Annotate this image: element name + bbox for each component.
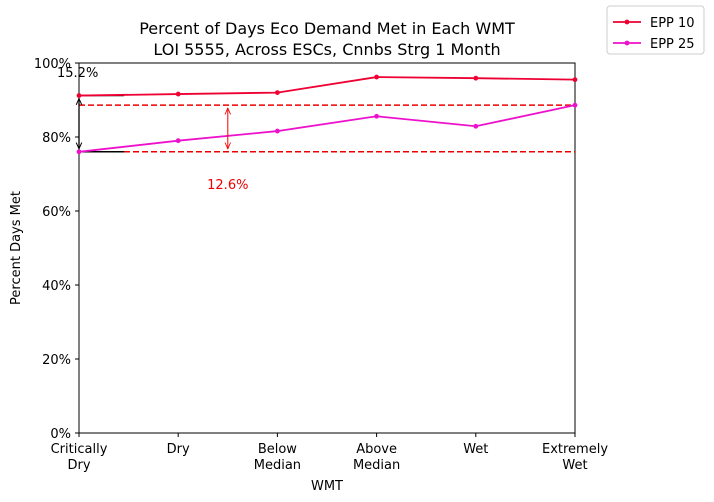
x-tick-label: Below Median bbox=[254, 442, 301, 473]
data-point bbox=[76, 149, 82, 155]
y-axis-label: Percent Days Met bbox=[9, 191, 24, 305]
y-tick-label: 20% bbox=[42, 353, 71, 368]
x-tick-label: Wet bbox=[463, 442, 488, 457]
x-tick-label: Extremely Wet bbox=[542, 442, 608, 473]
annotation-label-red: 12.6% bbox=[207, 178, 248, 193]
data-point bbox=[572, 77, 578, 83]
plot-area: 0% 20% 40% 60% 80% 100% Critically Dry Dry Below M… bbox=[34, 57, 608, 473]
data-point bbox=[473, 75, 479, 81]
y-tick-label: 100% bbox=[34, 57, 71, 72]
x-tick-label: Above Median bbox=[353, 442, 400, 473]
chart-title: Percent of Days Eco Demand Met in Each W… bbox=[139, 19, 515, 38]
legend-label: EPP 10 bbox=[650, 16, 695, 31]
legend-marker bbox=[624, 19, 630, 25]
y-tick-label: 0% bbox=[50, 427, 71, 442]
chart-subtitle: LOI 5555, Across ESCs, Cnnbs Strg 1 Mont… bbox=[153, 40, 500, 59]
legend-box bbox=[606, 5, 705, 55]
plot-frame bbox=[78, 62, 576, 434]
data-point bbox=[175, 138, 181, 144]
data-point bbox=[572, 102, 578, 108]
y-tick-label: 80% bbox=[42, 131, 71, 146]
x-axis-label: WMT bbox=[311, 479, 343, 494]
x-tick-label: Critically Dry bbox=[51, 442, 108, 473]
legend: EPP 10 EPP 25 bbox=[606, 5, 705, 55]
legend-marker bbox=[624, 40, 630, 46]
y-tick-label: 60% bbox=[42, 205, 71, 220]
data-point bbox=[275, 90, 280, 95]
data-point bbox=[175, 91, 181, 97]
legend-label: EPP 25 bbox=[650, 37, 695, 52]
data-point bbox=[76, 93, 82, 98]
series-line-1 bbox=[78, 76, 576, 97]
data-point bbox=[473, 123, 479, 129]
data-point bbox=[374, 113, 379, 119]
data-point bbox=[374, 74, 379, 80]
x-tick-label: Dry bbox=[167, 442, 190, 457]
series-line-2 bbox=[78, 104, 576, 153]
y-tick-label: 40% bbox=[42, 279, 71, 294]
data-point bbox=[275, 128, 280, 134]
annotation-label-black: 15.2% bbox=[57, 66, 98, 81]
